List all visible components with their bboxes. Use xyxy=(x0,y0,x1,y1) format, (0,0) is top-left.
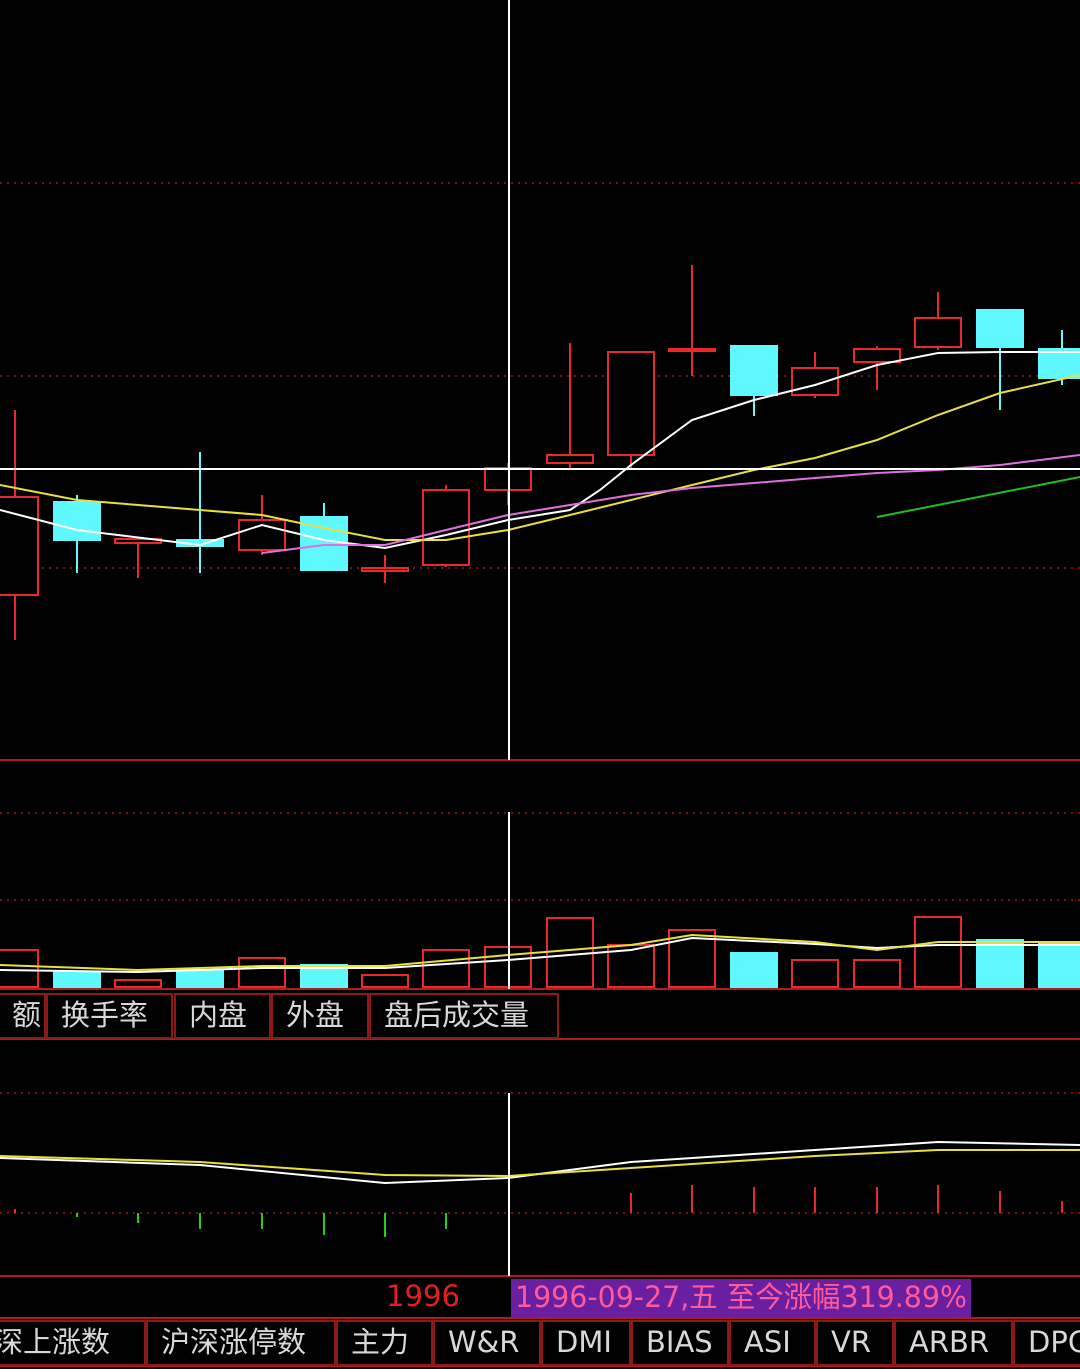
candle-body xyxy=(1038,348,1080,379)
volume-bar xyxy=(730,952,778,988)
volume-bar xyxy=(114,979,162,988)
volume-bar xyxy=(853,959,901,988)
tab[interactable] xyxy=(816,1320,894,1366)
candle-body xyxy=(546,454,594,464)
ma-line xyxy=(261,454,1080,554)
tab-label[interactable]: DPC xyxy=(1028,1325,1080,1359)
candle-body xyxy=(53,501,101,541)
volume-bar xyxy=(53,971,101,988)
tab[interactable] xyxy=(631,1320,729,1366)
tab-label[interactable]: ARBR xyxy=(909,1325,989,1359)
tab-label[interactable]: VR xyxy=(831,1325,871,1359)
grid xyxy=(0,182,1080,1094)
tab[interactable] xyxy=(146,1320,336,1366)
volume-bar xyxy=(976,939,1024,988)
tab-label[interactable]: 主力 xyxy=(351,1325,409,1359)
tabs: 额换手率 内盘 外盘 盘后成交量深上涨数 沪深涨停数 主力 W&R DMI BIAS ASI VR A… xyxy=(0,993,1080,1366)
volume-bar xyxy=(914,916,962,988)
axis-year-label: 1996 xyxy=(386,1279,460,1313)
volume-bar xyxy=(238,957,286,988)
tab-label[interactable]: W&R xyxy=(448,1325,519,1359)
ma-line xyxy=(0,351,1080,550)
indicator-line xyxy=(0,1140,1080,1185)
volume-bar xyxy=(422,949,470,988)
volume-bar xyxy=(361,974,409,988)
tab[interactable] xyxy=(369,993,559,1039)
tab-label[interactable]: 额 xyxy=(12,998,41,1032)
volume-bar xyxy=(176,969,224,988)
volume-ma-line xyxy=(0,933,1080,972)
tab[interactable] xyxy=(541,1320,631,1366)
candle-body xyxy=(914,317,962,348)
tab[interactable] xyxy=(729,1320,816,1366)
ma-line xyxy=(876,476,1080,518)
tab-label[interactable]: 深上涨数 xyxy=(0,1325,110,1359)
tab-label[interactable]: BIAS xyxy=(646,1325,713,1359)
candle-body xyxy=(853,348,901,363)
candle-body xyxy=(668,348,716,352)
candle-body xyxy=(300,516,348,571)
tab[interactable] xyxy=(46,993,173,1039)
tab[interactable] xyxy=(0,1320,146,1366)
tab[interactable] xyxy=(894,1320,1013,1366)
candle-body xyxy=(791,367,839,396)
tab[interactable] xyxy=(433,1320,541,1366)
candle-body xyxy=(361,567,409,572)
candle-body xyxy=(422,489,470,566)
volume-bar xyxy=(1038,942,1080,988)
ma-line xyxy=(0,374,1080,541)
tab[interactable] xyxy=(336,1320,433,1366)
tab-label[interactable]: ASI xyxy=(744,1325,791,1359)
tab-label[interactable]: 外盘 xyxy=(286,998,344,1032)
volume-bar xyxy=(668,929,716,988)
tab-label[interactable]: 盘后成交量 xyxy=(384,998,529,1032)
volume-bar xyxy=(0,949,39,988)
tab[interactable] xyxy=(174,993,271,1039)
tooltip-text: 1996-09-27,五 至今涨幅319.89% xyxy=(515,1280,967,1314)
plot-area xyxy=(0,265,1080,1237)
tab[interactable] xyxy=(1013,1320,1080,1366)
candle-body xyxy=(0,496,39,596)
volume-bar xyxy=(546,917,594,988)
tab-label[interactable]: 沪深涨停数 xyxy=(161,1325,306,1359)
tab[interactable] xyxy=(0,993,46,1039)
tab[interactable] xyxy=(271,993,369,1039)
candle-body xyxy=(976,309,1024,348)
tab-label[interactable]: 换手率 xyxy=(61,998,148,1032)
tab-label[interactable]: 内盘 xyxy=(189,998,247,1032)
tab-label[interactable]: DMI xyxy=(556,1325,612,1359)
volume-bar xyxy=(791,959,839,988)
candle-body xyxy=(730,345,778,396)
indicator-line xyxy=(0,1149,1080,1178)
tooltip-box xyxy=(511,1279,971,1317)
candle-body xyxy=(607,351,655,456)
